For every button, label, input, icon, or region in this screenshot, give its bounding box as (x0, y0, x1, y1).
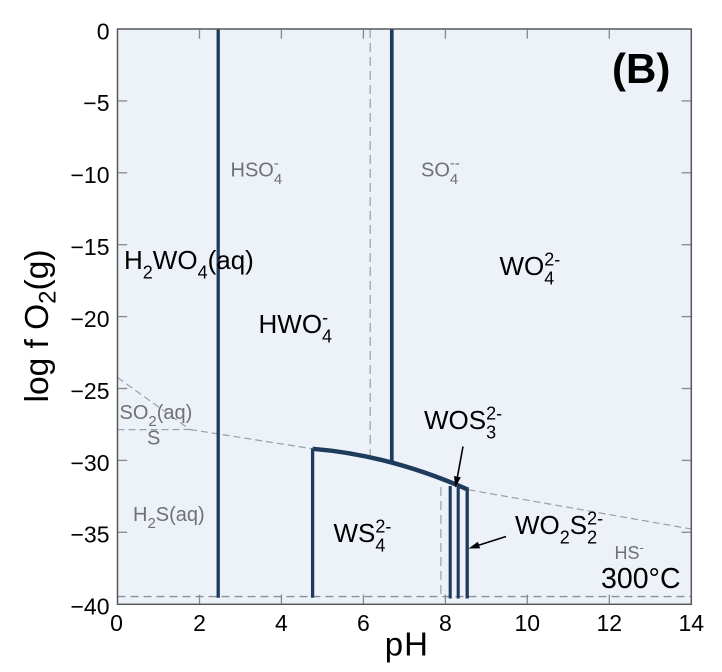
svg-text:WO2S22-: WO2S22- (515, 509, 603, 548)
svg-text:0: 0 (110, 610, 123, 636)
svg-text:−15: −15 (70, 234, 109, 260)
svg-text:−10: −10 (70, 162, 109, 188)
svg-text:SO2(aq): SO2(aq) (120, 402, 193, 430)
svg-text:−25: −25 (70, 378, 109, 404)
svg-text:−40: −40 (70, 594, 109, 620)
svg-text:log f O2(g): log f O2(g) (19, 250, 62, 403)
svg-text:4: 4 (275, 610, 288, 636)
svg-text:14: 14 (679, 610, 705, 636)
svg-text:pH: pH (385, 626, 429, 663)
svg-text:300°C: 300°C (601, 563, 681, 595)
svg-text:−30: −30 (70, 450, 109, 476)
svg-text:−20: −20 (70, 306, 109, 332)
svg-text:S: S (147, 428, 160, 450)
svg-text:−5: −5 (83, 90, 109, 116)
svg-text:10: 10 (515, 610, 541, 636)
svg-text:(B): (B) (612, 45, 670, 92)
svg-text:8: 8 (439, 610, 452, 636)
svg-text:12: 12 (597, 610, 623, 636)
svg-text:0: 0 (97, 18, 110, 44)
svg-text:−35: −35 (70, 522, 109, 548)
svg-text:6: 6 (357, 610, 370, 636)
svg-text:HS-: HS- (615, 540, 644, 563)
svg-text:2: 2 (193, 610, 206, 636)
